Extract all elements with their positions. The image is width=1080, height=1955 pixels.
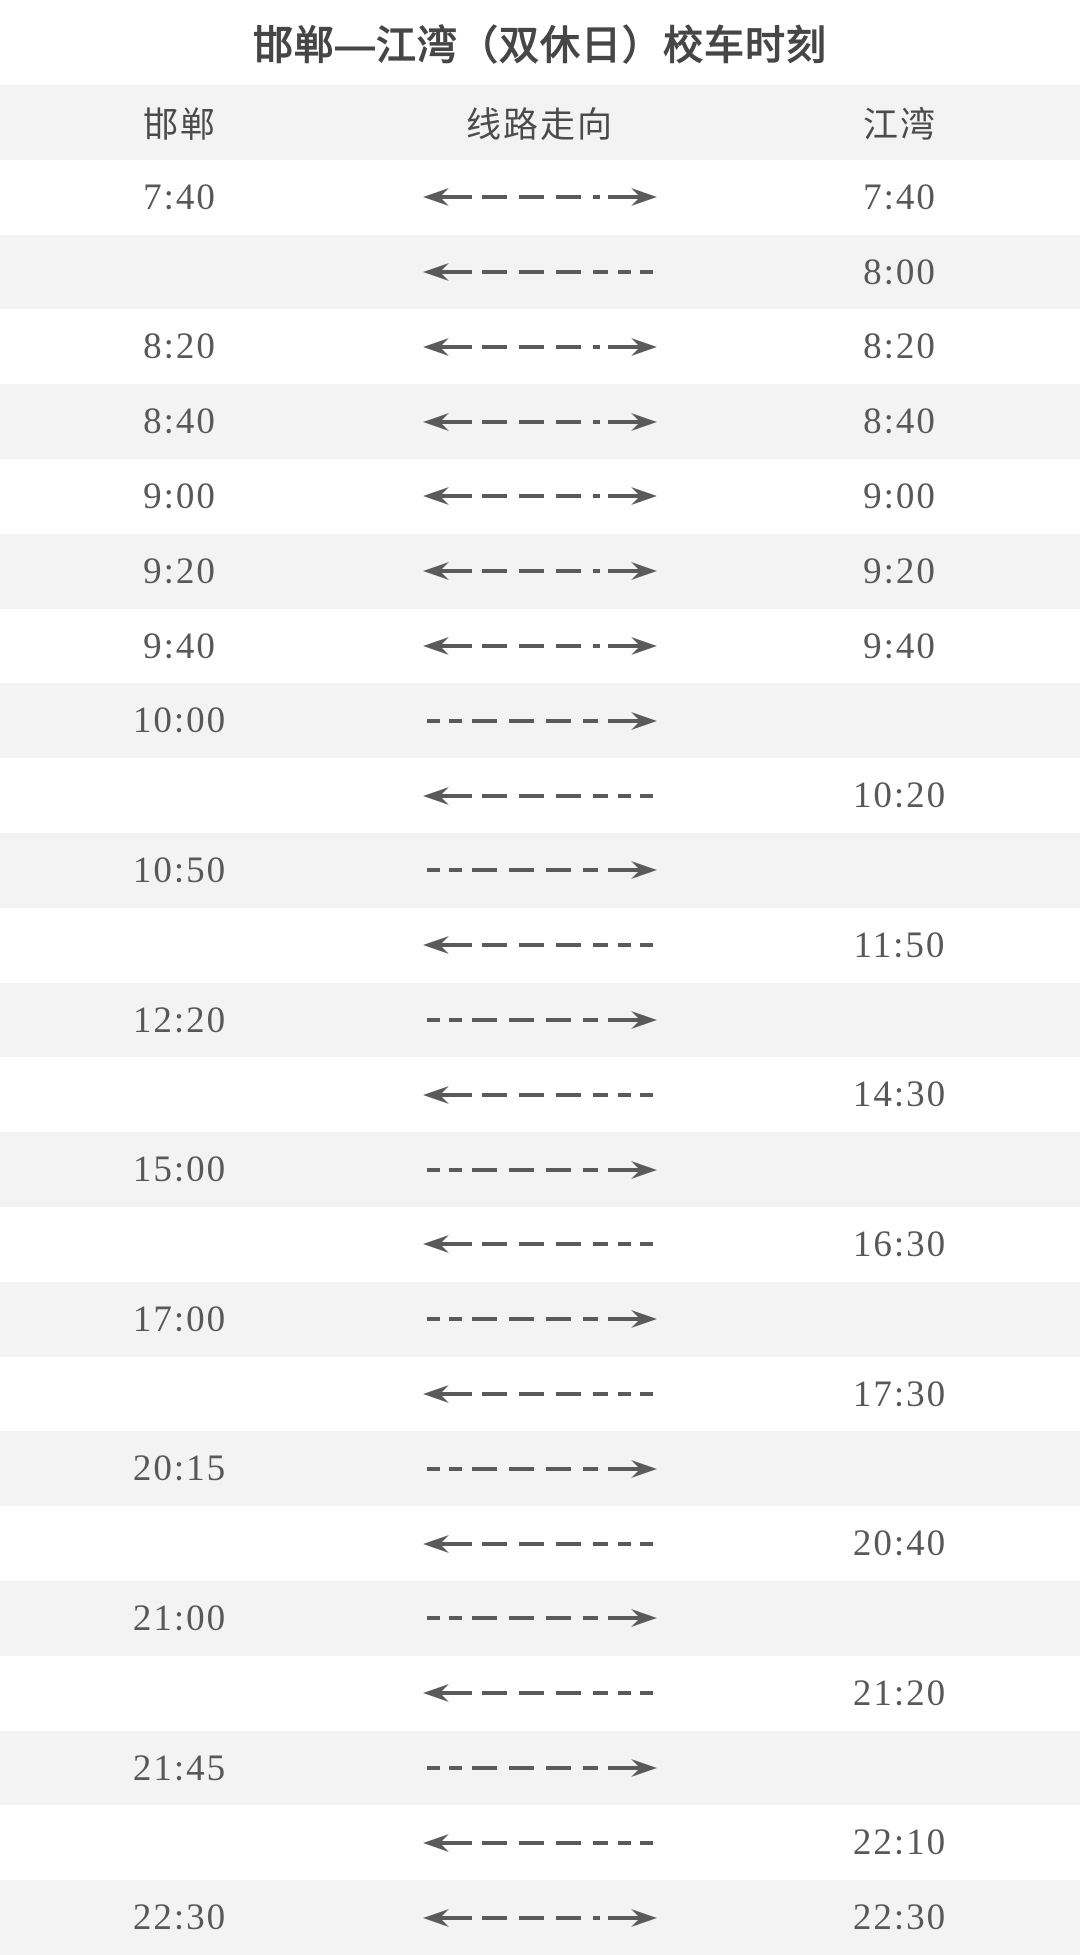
jiangwan-time: 9:00 [863,475,937,517]
route-arrow-right-icon [422,1158,658,1182]
handan-time: 10:50 [132,849,228,891]
schedule-row: 21:45 [0,1730,1080,1806]
route-arrow-right-icon [422,858,658,882]
schedule-row: 16:30 [0,1207,1080,1282]
schedule-row: 17:30 [0,1356,1080,1432]
handan-time: 15:00 [132,1149,228,1191]
handan-time: 20:15 [132,1448,228,1490]
schedule-row: 22:10 [0,1805,1080,1881]
handan-time: 10:00 [132,700,228,742]
route-arrow-right-icon [422,1606,658,1630]
schedule-row: 20:40 [0,1506,1080,1582]
table-header-row: 邯郸 线路走向 江湾 [0,84,1080,160]
route-arrow-right-icon [422,1008,658,1032]
schedule-row: 10:50 [0,833,1080,908]
route-arrow-left-icon [422,1083,658,1107]
schedule-row: 9:00 9:00 [0,459,1080,534]
handan-time: 9:20 [143,550,217,592]
jiangwan-time: 22:30 [852,1897,948,1939]
schedule-row: 7:40 7:40 [0,159,1080,235]
schedule-row: 8:00 [0,234,1080,310]
schedule-row: 20:15 [0,1431,1080,1507]
route-arrow-left-icon [422,1382,658,1406]
handan-time: 8:20 [143,326,217,368]
schedule-row: 14:30 [0,1057,1080,1133]
jiangwan-time: 21:20 [852,1672,948,1714]
handan-time: 22:30 [132,1897,228,1939]
column-header-jiangwan: 江湾 [862,105,937,145]
jiangwan-time: 11:50 [853,924,947,966]
schedule-row: 22:30 22:30 [0,1880,1080,1955]
route-arrow-both-icon [422,410,658,434]
schedule-row: 10:00 [0,683,1080,759]
schedule-table: 邯郸 线路走向 江湾 7:40 7:40 8:00 8:20 8:20 8:40… [0,84,1080,1955]
handan-time: 21:45 [132,1747,228,1789]
route-arrow-both-icon [422,484,658,508]
schedule-row: 17:00 [0,1281,1080,1357]
jiangwan-time: 17:30 [852,1373,948,1415]
jiangwan-time: 10:20 [852,775,948,817]
page-title: 邯郸—江湾（双休日）校车时刻 [253,24,827,69]
route-arrow-both-icon [422,335,658,359]
jiangwan-time: 7:40 [863,176,937,218]
jiangwan-time: 9:40 [863,625,937,667]
handan-time: 9:40 [143,625,217,667]
route-arrow-both-icon [422,1906,658,1930]
route-arrow-left-icon [422,1681,658,1705]
route-arrow-left-icon [422,1232,658,1256]
jiangwan-time: 22:10 [852,1822,948,1864]
schedule-row: 15:00 [0,1132,1080,1208]
schedule-row: 9:20 9:20 [0,533,1080,609]
schedule-row: 21:20 [0,1655,1080,1731]
route-arrow-both-icon [422,559,658,583]
route-arrow-left-icon [422,260,658,284]
jiangwan-time: 8:20 [863,326,937,368]
jiangwan-time: 20:40 [852,1523,948,1565]
handan-time: 17:00 [132,1298,228,1340]
schedule-row: 21:00 [0,1581,1080,1656]
route-arrow-right-icon [422,709,658,733]
route-arrow-left-icon [422,1831,658,1855]
handan-time: 7:40 [143,176,217,218]
jiangwan-time: 16:30 [852,1223,948,1265]
handan-time: 8:40 [143,401,217,443]
route-arrow-left-icon [422,1532,658,1556]
route-arrow-left-icon [422,784,658,808]
route-arrow-right-icon [422,1307,658,1331]
schedule-row: 8:40 8:40 [0,384,1080,460]
schedule-row: 12:20 [0,982,1080,1058]
handan-time: 9:00 [143,475,217,517]
route-arrow-both-icon [422,185,658,209]
route-arrow-both-icon [422,634,658,658]
jiangwan-time: 14:30 [852,1074,948,1116]
column-header-handan: 邯郸 [142,105,217,145]
column-header-route: 线路走向 [465,105,614,145]
jiangwan-time: 9:20 [863,550,937,592]
schedule-row: 10:20 [0,758,1080,834]
route-arrow-right-icon [422,1756,658,1780]
handan-time: 12:20 [132,999,228,1041]
schedule-row: 9:40 9:40 [0,608,1080,684]
schedule-row: 8:20 8:20 [0,309,1080,385]
jiangwan-time: 8:00 [863,251,937,293]
jiangwan-time: 8:40 [863,401,937,443]
route-arrow-right-icon [422,1457,658,1481]
handan-time: 21:00 [132,1597,228,1639]
route-arrow-left-icon [422,933,658,957]
title-bar: 邯郸—江湾（双休日）校车时刻 [0,0,1080,85]
schedule-row: 11:50 [0,907,1080,983]
